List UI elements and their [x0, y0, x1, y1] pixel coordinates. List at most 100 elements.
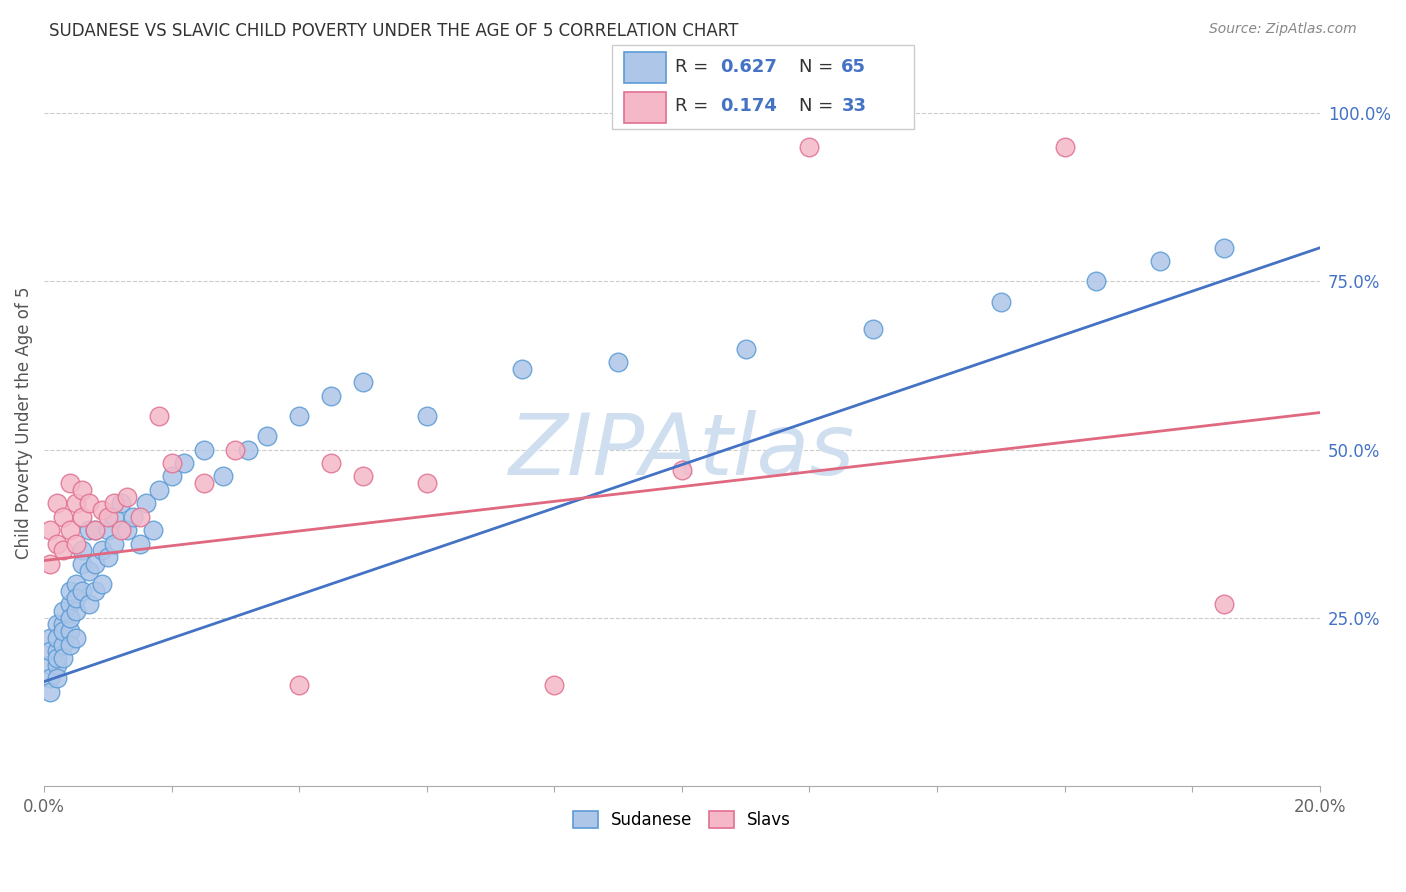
Point	[416, 476, 439, 491]
Point	[1213, 241, 1236, 255]
Point	[45, 631, 67, 645]
Point	[39, 684, 62, 698]
Point	[193, 442, 215, 457]
Point	[39, 631, 62, 645]
Text: N =: N =	[799, 97, 839, 115]
Point	[72, 557, 94, 571]
Text: R =: R =	[675, 97, 714, 115]
Point	[52, 651, 75, 665]
Point	[148, 483, 170, 497]
Point	[1085, 275, 1108, 289]
Point	[352, 469, 374, 483]
Point	[59, 638, 82, 652]
Point	[1213, 597, 1236, 611]
Point	[77, 597, 100, 611]
Point	[59, 624, 82, 639]
Point	[1053, 140, 1076, 154]
Point	[160, 469, 183, 483]
Point	[77, 496, 100, 510]
Point	[122, 509, 145, 524]
Point	[65, 537, 87, 551]
Point	[607, 355, 630, 369]
Point	[45, 657, 67, 672]
Point	[193, 476, 215, 491]
Point	[45, 496, 67, 510]
FancyBboxPatch shape	[624, 53, 666, 83]
Y-axis label: Child Poverty Under the Age of 5: Child Poverty Under the Age of 5	[15, 286, 32, 559]
Point	[1149, 254, 1171, 268]
Point	[173, 456, 195, 470]
Point	[52, 638, 75, 652]
Text: 33: 33	[841, 97, 866, 115]
Point	[141, 523, 163, 537]
Point	[59, 597, 82, 611]
Point	[97, 550, 120, 565]
Point	[103, 537, 125, 551]
Point	[39, 671, 62, 685]
Point	[59, 476, 82, 491]
Point	[65, 496, 87, 510]
Point	[799, 140, 821, 154]
Point	[72, 543, 94, 558]
Text: N =: N =	[799, 59, 839, 77]
Point	[288, 678, 311, 692]
Text: ZIPAtlas: ZIPAtlas	[509, 410, 855, 493]
Point	[84, 583, 107, 598]
Point	[862, 321, 884, 335]
Point	[160, 456, 183, 470]
Point	[45, 644, 67, 658]
Point	[65, 577, 87, 591]
Point	[103, 509, 125, 524]
Point	[115, 490, 138, 504]
Point	[45, 671, 67, 685]
Point	[52, 543, 75, 558]
Point	[72, 583, 94, 598]
Point	[256, 429, 278, 443]
Point	[97, 509, 120, 524]
Point	[39, 523, 62, 537]
Point	[148, 409, 170, 423]
Point	[128, 509, 150, 524]
Point	[512, 362, 534, 376]
Text: 0.627: 0.627	[720, 59, 778, 77]
Point	[990, 294, 1012, 309]
Point	[211, 469, 233, 483]
Text: R =: R =	[675, 59, 714, 77]
Text: SUDANESE VS SLAVIC CHILD POVERTY UNDER THE AGE OF 5 CORRELATION CHART: SUDANESE VS SLAVIC CHILD POVERTY UNDER T…	[49, 22, 738, 40]
Point	[110, 523, 132, 537]
Point	[72, 509, 94, 524]
Point	[734, 342, 756, 356]
Point	[671, 463, 693, 477]
Point	[319, 389, 342, 403]
Point	[59, 523, 82, 537]
Point	[52, 604, 75, 618]
Point	[128, 537, 150, 551]
Point	[59, 583, 82, 598]
Point	[288, 409, 311, 423]
Point	[39, 557, 62, 571]
Text: Source: ZipAtlas.com: Source: ZipAtlas.com	[1209, 22, 1357, 37]
Point	[52, 617, 75, 632]
Point	[52, 509, 75, 524]
FancyBboxPatch shape	[612, 45, 914, 129]
Point	[84, 523, 107, 537]
Point	[110, 496, 132, 510]
Legend: Sudanese, Slavs: Sudanese, Slavs	[567, 804, 797, 836]
Point	[39, 657, 62, 672]
Point	[77, 564, 100, 578]
Point	[52, 624, 75, 639]
Point	[59, 610, 82, 624]
Point	[319, 456, 342, 470]
Point	[103, 496, 125, 510]
Point	[90, 503, 112, 517]
Point	[65, 631, 87, 645]
Point	[224, 442, 246, 457]
Point	[65, 591, 87, 605]
Point	[77, 523, 100, 537]
Point	[416, 409, 439, 423]
Point	[238, 442, 260, 457]
Point	[90, 577, 112, 591]
Point	[84, 557, 107, 571]
Point	[65, 604, 87, 618]
Point	[45, 651, 67, 665]
